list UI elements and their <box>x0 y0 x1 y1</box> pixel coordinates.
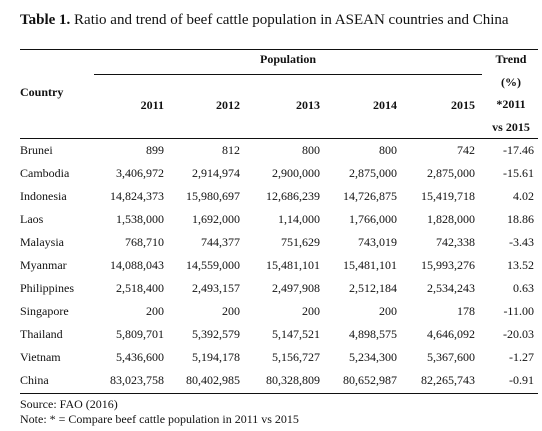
population-cell: 12,686,239 <box>266 189 320 203</box>
source-note: Source: FAO (2016) <box>20 397 118 411</box>
country-cell: Singapore <box>20 304 69 318</box>
population-cell: 5,367,600 <box>427 350 475 364</box>
population-cell: 2,534,243 <box>427 281 475 295</box>
population-cell: 742,338 <box>436 235 475 249</box>
population-cell: 1,538,000 <box>116 212 164 226</box>
trend-cell: 0.63 <box>513 281 534 295</box>
population-cell: 80,402,985 <box>186 373 240 387</box>
population-cell: 1,828,000 <box>427 212 475 226</box>
population-cell: 743,019 <box>358 235 397 249</box>
population-cell: 200 <box>146 304 164 318</box>
population-cell: 2,875,000 <box>427 166 475 180</box>
population-cell: 5,392,579 <box>192 327 240 341</box>
population-cell: 14,559,000 <box>186 258 240 272</box>
population-cell: 4,646,092 <box>427 327 475 341</box>
header-year-2015: 2015 <box>451 98 475 112</box>
population-cell: 200 <box>222 304 240 318</box>
header-year-2011: 2011 <box>140 98 164 112</box>
population-cell: 200 <box>302 304 320 318</box>
header-trend-unit: (%) <box>501 75 521 89</box>
header-year-2013: 2013 <box>296 98 320 112</box>
country-cell: Laos <box>20 212 44 226</box>
country-cell: Brunei <box>20 143 53 157</box>
population-cell: 751,629 <box>281 235 320 249</box>
country-cell: Vietnam <box>20 350 61 364</box>
population-cell: 1,766,000 <box>349 212 397 226</box>
population-cell: 5,234,300 <box>349 350 397 364</box>
population-cell: 2,497,908 <box>272 281 320 295</box>
header-country: Country <box>20 85 64 99</box>
population-cell: 15,980,697 <box>186 189 240 203</box>
trend-cell: 4.02 <box>513 189 534 203</box>
population-cell: 178 <box>457 304 475 318</box>
top-rule <box>20 49 538 50</box>
trend-cell: 18.86 <box>507 212 534 226</box>
header-year-2014: 2014 <box>373 98 397 112</box>
population-cell: 1,14,000 <box>278 212 320 226</box>
population-cell: 800 <box>379 143 397 157</box>
population-underline <box>94 74 482 75</box>
table-caption: Table 1. Ratio and trend of beef cattle … <box>20 12 538 29</box>
trend-cell: -20.03 <box>503 327 534 341</box>
population-cell: 899 <box>146 143 164 157</box>
population-cell: 5,156,727 <box>272 350 320 364</box>
population-cell: 15,993,276 <box>421 258 475 272</box>
population-cell: 744,377 <box>201 235 240 249</box>
population-cell: 3,406,972 <box>116 166 164 180</box>
header-trend-compare: vs 2015 <box>492 120 530 134</box>
population-cell: 800 <box>302 143 320 157</box>
population-cell: 5,809,701 <box>116 327 164 341</box>
header-bottom-rule <box>20 138 538 139</box>
country-cell: Cambodia <box>20 166 70 180</box>
trend-cell: -17.46 <box>503 143 534 157</box>
trend-cell: -0.91 <box>509 373 534 387</box>
population-cell: 83,023,758 <box>110 373 164 387</box>
country-cell: Thailand <box>20 327 63 341</box>
population-cell: 812 <box>222 143 240 157</box>
header-trend: Trend <box>495 52 527 66</box>
table-title: Ratio and trend of beef cattle populatio… <box>74 12 509 28</box>
population-cell: 14,824,373 <box>110 189 164 203</box>
population-cell: 82,265,743 <box>421 373 475 387</box>
population-cell: 768,710 <box>125 235 164 249</box>
trend-cell: -1.27 <box>509 350 534 364</box>
footnote: Note: * = Compare beef cattle population… <box>20 412 299 426</box>
population-cell: 2,900,000 <box>272 166 320 180</box>
population-cell: 2,518,400 <box>116 281 164 295</box>
population-cell: 14,726,875 <box>343 189 397 203</box>
population-cell: 15,419,718 <box>421 189 475 203</box>
header-year-2012: 2012 <box>216 98 240 112</box>
trend-cell: -11.00 <box>503 304 534 318</box>
population-cell: 2,512,184 <box>349 281 397 295</box>
population-cell: 80,328,809 <box>266 373 320 387</box>
population-cell: 5,147,521 <box>272 327 320 341</box>
population-cell: 200 <box>379 304 397 318</box>
population-cell: 5,194,178 <box>192 350 240 364</box>
population-cell: 742 <box>457 143 475 157</box>
header-trend-base-year: *2011 <box>496 97 526 111</box>
country-cell: Malaysia <box>20 235 64 249</box>
trend-cell: -3.43 <box>509 235 534 249</box>
population-cell: 2,914,974 <box>192 166 240 180</box>
population-cell: 15,481,101 <box>266 258 320 272</box>
country-cell: China <box>20 373 49 387</box>
country-cell: Myanmar <box>20 258 67 272</box>
population-cell: 1,692,000 <box>192 212 240 226</box>
population-cell: 4,898,575 <box>349 327 397 341</box>
trend-cell: 13.52 <box>507 258 534 272</box>
trend-cell: -15.61 <box>503 166 534 180</box>
table-number: Table 1. <box>20 12 71 28</box>
population-cell: 2,493,157 <box>192 281 240 295</box>
population-cell: 80,652,987 <box>343 373 397 387</box>
table-bottom-rule <box>20 393 538 394</box>
population-cell: 2,875,000 <box>349 166 397 180</box>
population-cell: 5,436,600 <box>116 350 164 364</box>
population-cell: 14,088,043 <box>110 258 164 272</box>
population-cell: 15,481,101 <box>343 258 397 272</box>
country-cell: Philippines <box>20 281 75 295</box>
header-population: Population <box>259 52 316 66</box>
country-cell: Indonesia <box>20 189 67 203</box>
